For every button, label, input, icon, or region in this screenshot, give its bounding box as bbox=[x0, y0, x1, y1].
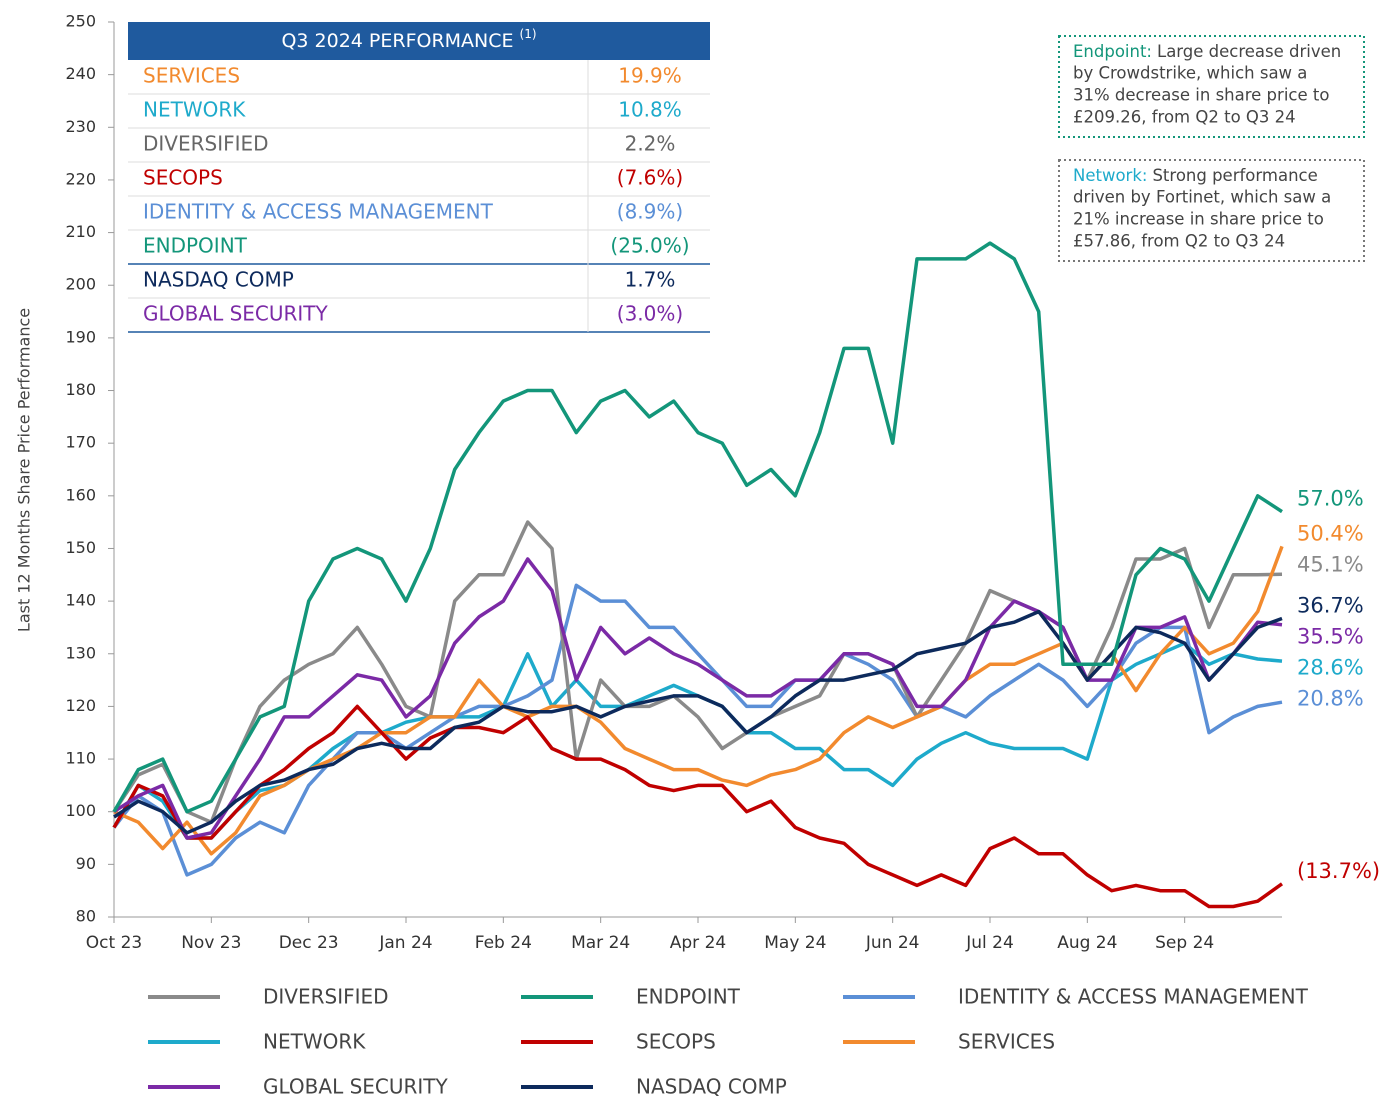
table-row-value: 19.9% bbox=[618, 64, 682, 88]
table-row-name: NASDAQ COMP bbox=[143, 268, 294, 292]
x-tick-label: Oct 23 bbox=[86, 933, 142, 953]
table-row-name: ENDPOINT bbox=[143, 234, 248, 258]
y-tick-label: 100 bbox=[65, 801, 96, 820]
annotation-title: Network: bbox=[1073, 166, 1147, 185]
table-header bbox=[128, 22, 710, 60]
y-tick-label: 220 bbox=[65, 169, 96, 188]
x-tick-label: Feb 24 bbox=[475, 933, 532, 953]
y-tick-label: 250 bbox=[65, 12, 96, 31]
legend-label: ENDPOINT bbox=[636, 985, 741, 1009]
end-label: 36.7% bbox=[1297, 593, 1364, 617]
table-row-name: DIVERSIFIED bbox=[143, 132, 269, 156]
table-row-value: (8.9%) bbox=[617, 200, 683, 224]
x-tick-label: May 24 bbox=[764, 933, 826, 953]
legend-label: SECOPS bbox=[636, 1030, 716, 1054]
annotation-line: 21% increase in share price to bbox=[1073, 210, 1324, 229]
y-tick-label: 90 bbox=[76, 854, 96, 873]
annotation-box bbox=[1058, 35, 1365, 138]
x-tick-label: Jun 24 bbox=[865, 933, 920, 953]
annotation-text: Strong performance bbox=[1152, 166, 1317, 185]
table-row-value: (7.6%) bbox=[617, 166, 683, 190]
x-tick-label: Nov 23 bbox=[181, 933, 241, 953]
x-tick-label: Mar 24 bbox=[571, 933, 630, 953]
table-row-value: 2.2% bbox=[625, 132, 676, 156]
table-title: Q3 2024 PERFORMANCE (1) bbox=[281, 27, 536, 52]
table-row-name: IDENTITY & ACCESS MANAGEMENT bbox=[143, 200, 494, 224]
annotation-text: Large decrease driven bbox=[1157, 42, 1341, 61]
end-label: 28.6% bbox=[1297, 655, 1364, 679]
y-tick-label: 140 bbox=[65, 591, 96, 610]
series-line bbox=[112, 583, 1283, 877]
y-tick-label: 190 bbox=[65, 327, 96, 346]
series-line bbox=[112, 641, 1283, 840]
end-label: (13.7%) bbox=[1297, 859, 1380, 883]
annotation-line: Endpoint: Large decrease driven bbox=[1073, 42, 1341, 61]
table-row-name: SECOPS bbox=[143, 166, 223, 190]
y-axis-title: Last 12 Months Share Price Performance bbox=[15, 308, 34, 632]
annotation-box bbox=[1058, 159, 1365, 262]
legend-label: DIVERSIFIED bbox=[263, 985, 389, 1009]
series-line bbox=[112, 241, 1283, 814]
series-line bbox=[113, 609, 1283, 835]
y-tick-label: 80 bbox=[76, 907, 96, 926]
x-tick-label: Jan 24 bbox=[378, 933, 432, 953]
table-row-name: SERVICES bbox=[143, 64, 240, 88]
y-tick-label: 120 bbox=[65, 696, 96, 715]
legend-label: NASDAQ COMP bbox=[636, 1075, 787, 1099]
annotation-line: 31% decrease in share price to bbox=[1073, 86, 1329, 105]
annotation-line: Network: Strong performance bbox=[1073, 166, 1318, 185]
annotation-title: Endpoint: bbox=[1073, 42, 1152, 61]
y-tick-label: 180 bbox=[65, 380, 96, 399]
y-tick-label: 200 bbox=[65, 275, 96, 294]
end-label: 20.8% bbox=[1297, 686, 1364, 710]
end-label: 57.0% bbox=[1297, 487, 1364, 511]
y-tick-label: 230 bbox=[65, 117, 96, 136]
table-footnote: (1) bbox=[520, 27, 537, 41]
annotation-line: by Crowdstrike, which saw a bbox=[1073, 64, 1307, 83]
y-tick-label: 210 bbox=[65, 222, 96, 241]
annotation-line: £209.26, from Q2 to Q3 24 bbox=[1073, 108, 1296, 127]
y-tick-label: 170 bbox=[65, 433, 96, 452]
y-tick-label: 110 bbox=[65, 749, 96, 768]
annotation-line: driven by Fortinet, which saw a bbox=[1073, 188, 1331, 207]
legend-label: IDENTITY & ACCESS MANAGEMENT bbox=[958, 985, 1309, 1009]
x-tick-label: Jul 24 bbox=[965, 933, 1014, 953]
legend-label: NETWORK bbox=[263, 1030, 366, 1054]
end-label: 45.1% bbox=[1297, 552, 1364, 576]
table-row-value: (3.0%) bbox=[617, 302, 683, 326]
y-tick-label: 160 bbox=[65, 485, 96, 504]
table-row-value: (25.0%) bbox=[610, 234, 689, 258]
table-row-name: NETWORK bbox=[143, 98, 246, 122]
y-tick-label: 130 bbox=[65, 643, 96, 662]
series-line bbox=[112, 704, 1284, 909]
annotation-line: £57.86, from Q2 to Q3 24 bbox=[1073, 232, 1285, 251]
x-tick-label: Dec 23 bbox=[279, 933, 339, 953]
table-title-text: Q3 2024 PERFORMANCE bbox=[281, 30, 513, 52]
end-label: 50.4% bbox=[1297, 521, 1364, 545]
table-row-value: 1.7% bbox=[625, 268, 676, 292]
y-tick-label: 150 bbox=[65, 538, 96, 557]
end-label: 35.5% bbox=[1297, 624, 1364, 648]
x-tick-label: Sep 24 bbox=[1155, 933, 1214, 953]
legend-label: GLOBAL SECURITY bbox=[263, 1075, 449, 1099]
table-row-name: GLOBAL SECURITY bbox=[143, 302, 329, 326]
y-tick-label: 240 bbox=[65, 64, 96, 83]
x-tick-label: Aug 24 bbox=[1057, 933, 1117, 953]
legend-label: SERVICES bbox=[958, 1030, 1055, 1054]
x-tick-label: Apr 24 bbox=[670, 933, 726, 953]
table-row-value: 10.8% bbox=[618, 98, 682, 122]
